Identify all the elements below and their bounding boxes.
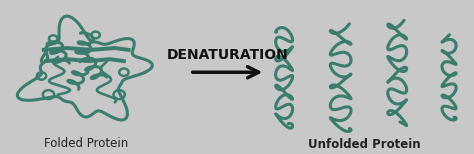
Text: DENATURATION: DENATURATION: [167, 48, 289, 62]
Text: Folded Protein: Folded Protein: [44, 137, 128, 150]
Text: Unfolded Protein: Unfolded Protein: [308, 138, 420, 152]
